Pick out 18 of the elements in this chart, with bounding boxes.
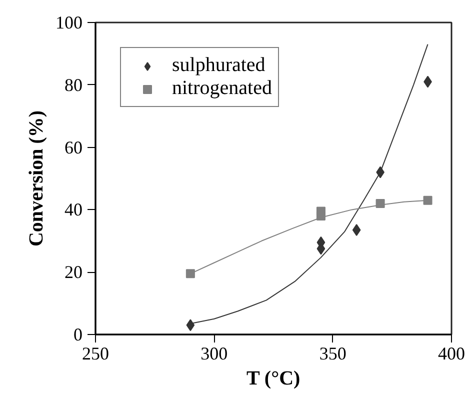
x-tick-label: 250 <box>82 344 109 364</box>
legend-label: nitrogenated <box>172 77 272 100</box>
y-tick-label: 60 <box>64 137 82 158</box>
point <box>352 224 361 236</box>
y-tick-label: 100 <box>56 12 82 32</box>
x-tick-label: 300 <box>200 344 228 364</box>
legend-label: sulphurated <box>172 54 266 77</box>
y-axis-title: Conversion (%) <box>26 110 48 247</box>
y-tick-label: 80 <box>64 74 82 95</box>
point <box>423 196 432 205</box>
y-tick-label: 20 <box>64 262 82 282</box>
point <box>186 269 195 278</box>
x-axis-title: T (°C) <box>246 368 300 390</box>
point <box>186 319 195 332</box>
y-tick-label: 40 <box>64 200 82 220</box>
y-tick-label: 0 <box>74 324 82 344</box>
x-tick-label: 350 <box>319 344 346 364</box>
x-tick-label: 400 <box>438 344 465 364</box>
